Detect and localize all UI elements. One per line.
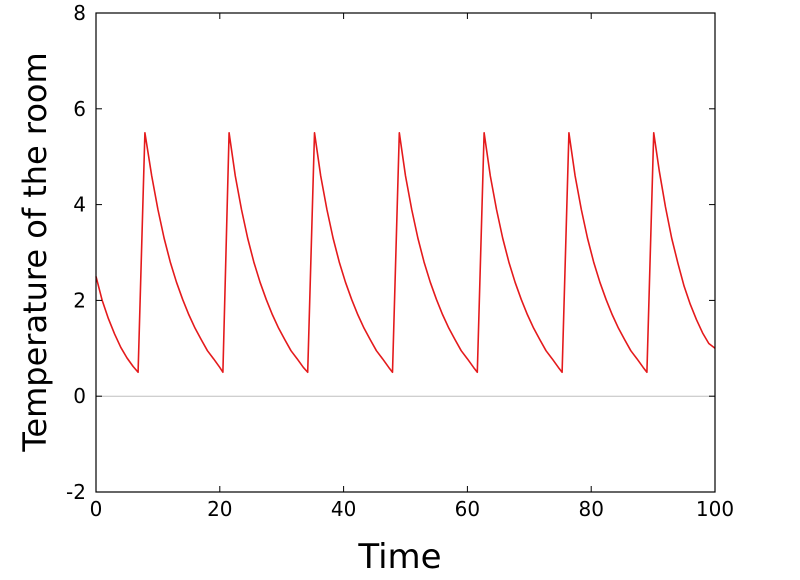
series-layer: [95, 131, 716, 374]
y-tick-label: 4: [73, 193, 86, 217]
y-tick-label: 0: [73, 384, 86, 408]
y-tick-label: -2: [66, 480, 86, 504]
plot-frame: [95, 12, 716, 493]
y-tick-label: 8: [73, 1, 86, 25]
x-axis-label: Time: [357, 537, 441, 577]
y-tick-label: 6: [73, 97, 86, 121]
y-axis-label: Temperature of the room: [16, 52, 54, 452]
x-tick-label: 20: [207, 497, 232, 521]
y-tick-label: 2: [73, 288, 86, 312]
x-tick-label: 80: [578, 497, 603, 521]
plot-area: [96, 13, 715, 492]
series-line-0: [95, 131, 716, 374]
x-tick-label: 0: [90, 497, 103, 521]
x-tick-label: 100: [696, 497, 734, 521]
x-tick-label: 40: [331, 497, 356, 521]
x-tick-label: 60: [455, 497, 480, 521]
